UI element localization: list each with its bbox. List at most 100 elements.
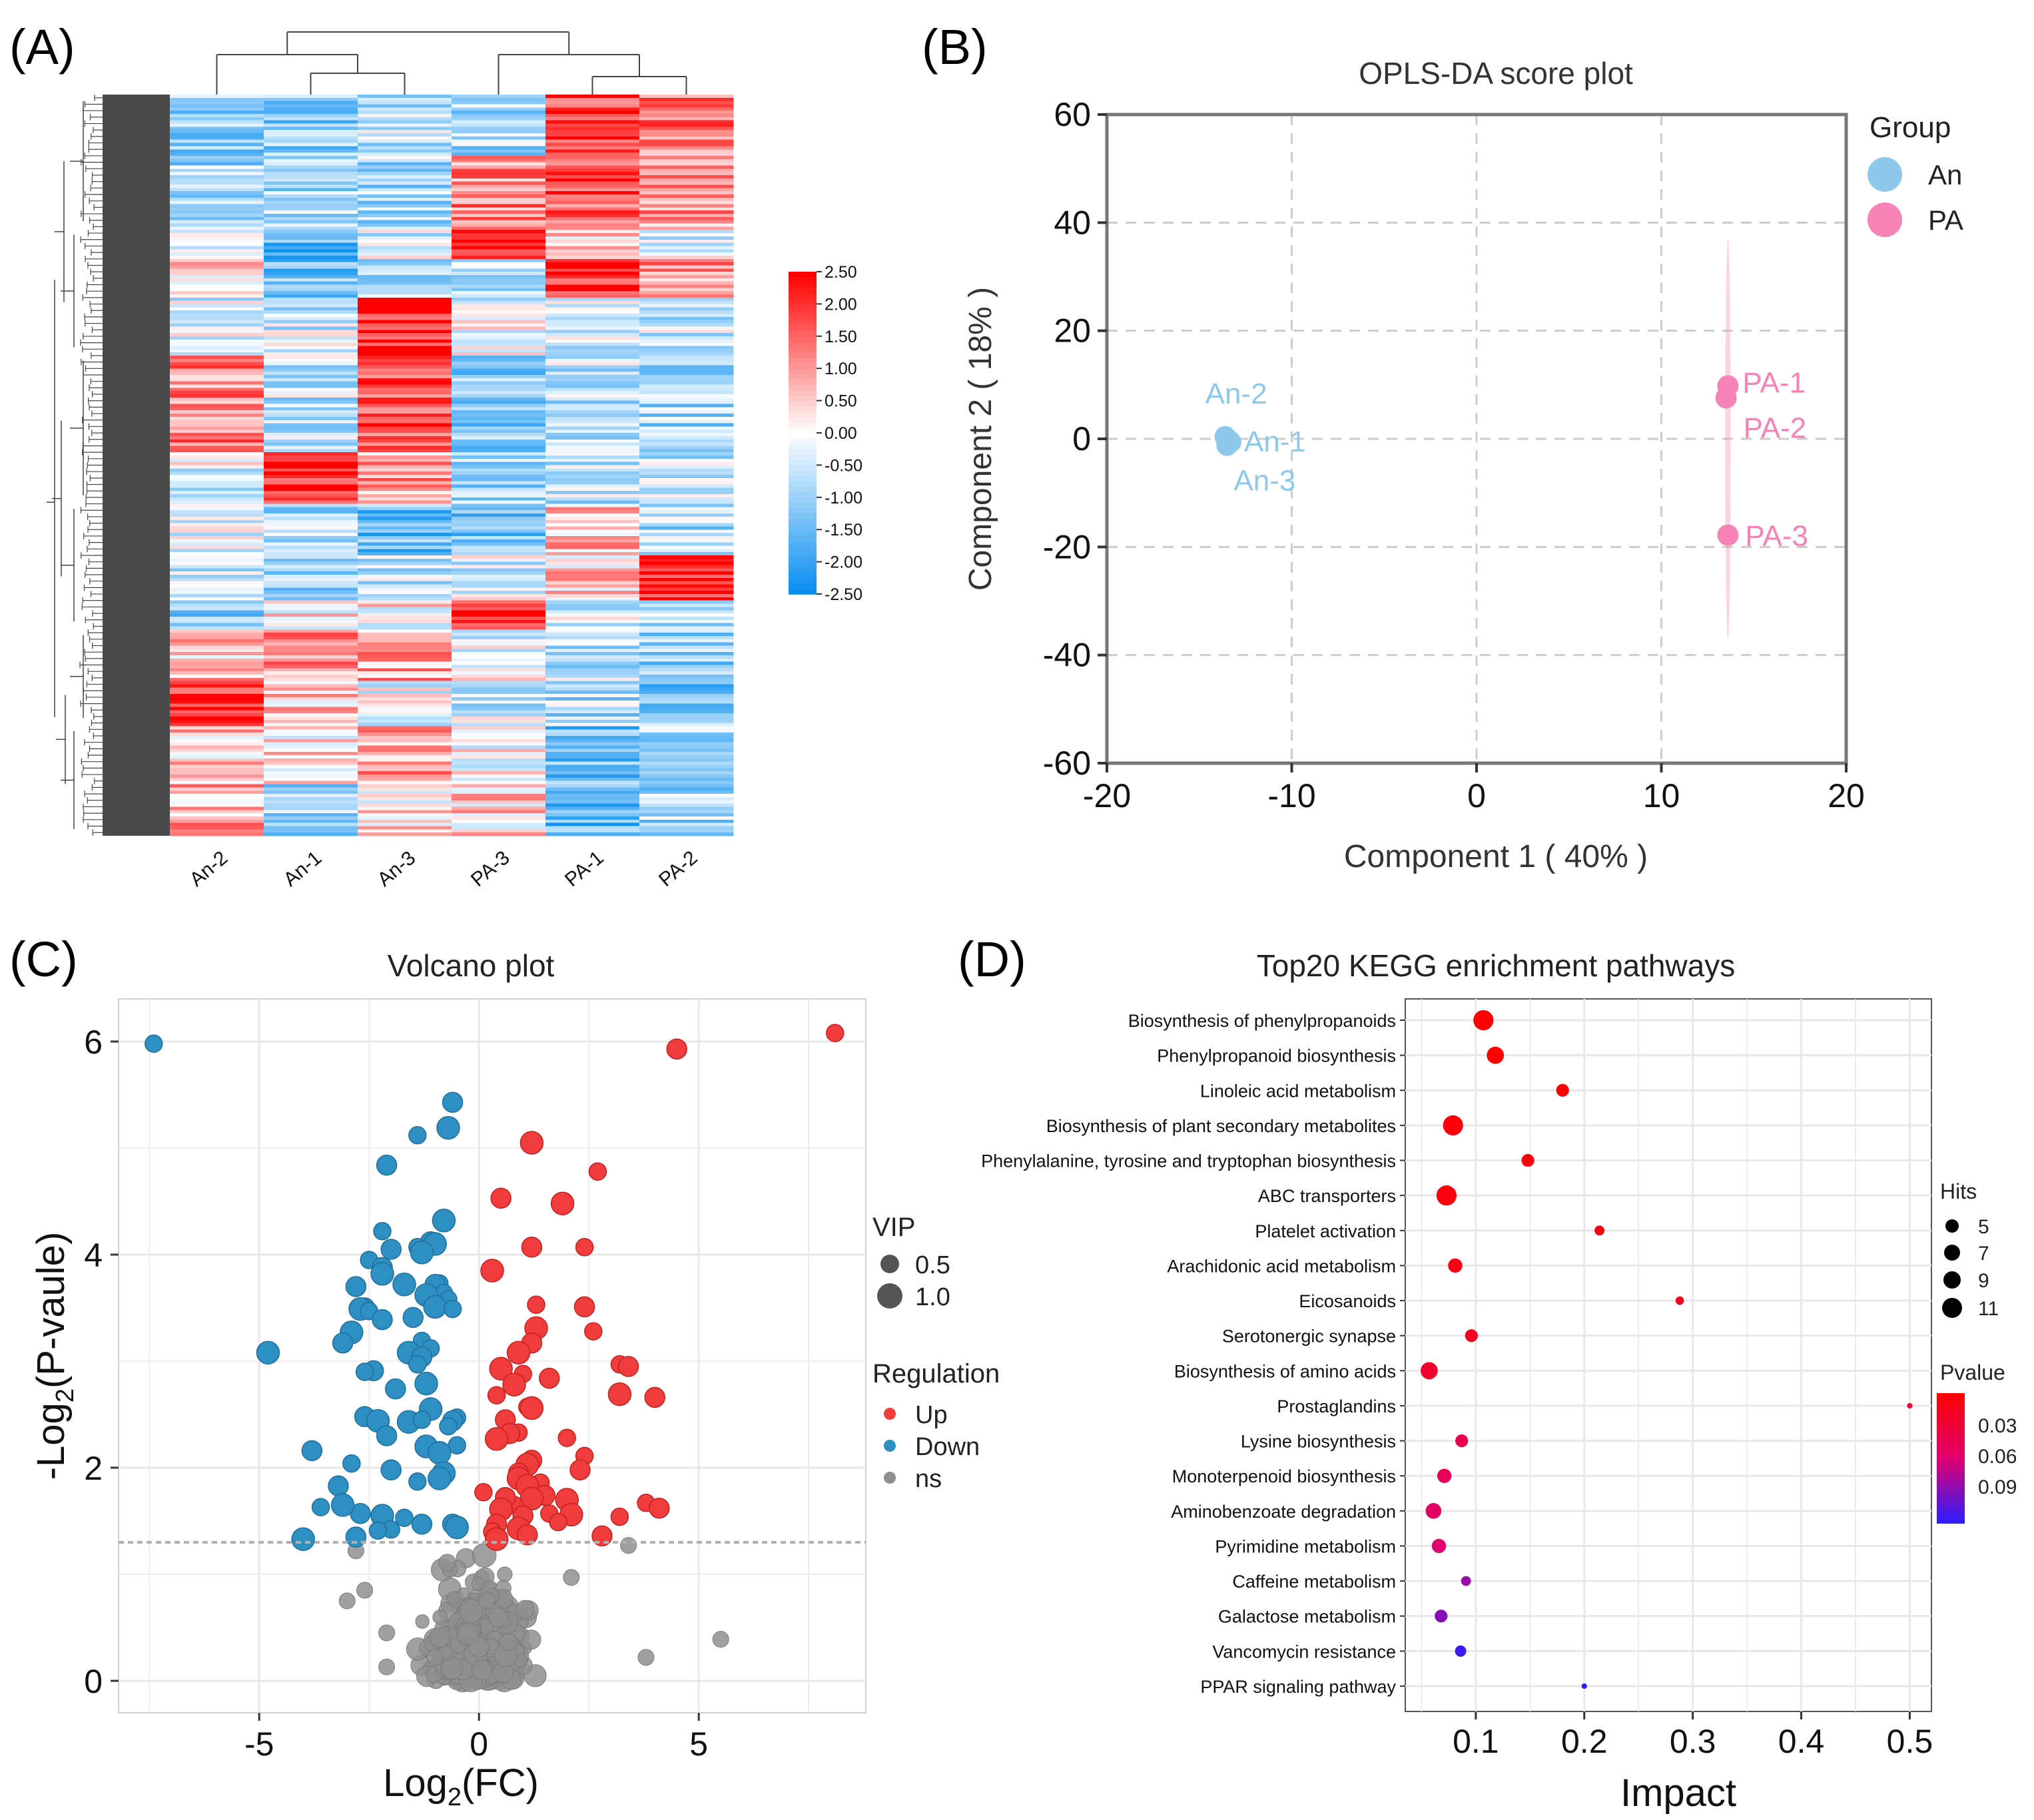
volcano-point-down (342, 1454, 361, 1473)
heatmap-cell (358, 220, 452, 224)
heatmap-row (170, 291, 734, 295)
kegg-point (1420, 1362, 1438, 1380)
heatmap-row (170, 391, 734, 395)
heatmap-cell (639, 739, 734, 743)
heatmap-cell (545, 652, 640, 656)
colorbar-segment (789, 551, 817, 557)
heatmap-cell (452, 584, 546, 588)
heatmap-row (170, 262, 734, 266)
heatmap-cell (358, 101, 452, 105)
heatmap-cell (452, 475, 546, 479)
heatmap-cell (358, 645, 452, 649)
heatmap-cell (545, 565, 640, 569)
heatmap-cell (452, 391, 546, 395)
heatmap-row (170, 155, 734, 160)
heatmap-row (170, 623, 734, 627)
kegg-pathway-label: Linoleic acid metabolism (1200, 1081, 1396, 1101)
heatmap-cell (545, 500, 640, 505)
heatmap-cell (545, 645, 640, 649)
heatmap-cell (358, 368, 452, 372)
heatmap-cell (264, 607, 358, 611)
heatmap-cell (452, 365, 546, 369)
heatmap-cell (170, 513, 264, 517)
heatmap-cell (170, 249, 264, 253)
heatmap-cell (639, 668, 734, 672)
heatmap-cell (639, 181, 734, 186)
heatmap-cell (545, 423, 640, 428)
heatmap-row (170, 97, 734, 102)
heatmap-cell (452, 594, 546, 598)
heatmap-row (170, 665, 734, 669)
heatmap-cell (358, 181, 452, 186)
heatmap-cell (545, 481, 640, 485)
heatmap-row (170, 552, 734, 556)
volcano-point-up (489, 1357, 513, 1380)
heatmap-cell (452, 591, 546, 595)
volcano-title: Volcano plot (388, 948, 555, 983)
heatmap-cell (170, 320, 264, 324)
heatmap-cell (545, 449, 640, 453)
heatmap-cell (452, 439, 546, 444)
heatmap-cell (639, 529, 734, 533)
heatmap-row (170, 829, 734, 833)
heatmap-cell (170, 255, 264, 260)
heatmap-row (170, 642, 734, 647)
heatmap-cell (639, 771, 734, 775)
heatmap-cell (452, 442, 546, 447)
heatmap-cell (639, 172, 734, 176)
heatmap-cell (170, 458, 264, 463)
heatmap-cell (545, 584, 640, 588)
colorbar-segment (789, 438, 817, 444)
heatmap-cell (545, 726, 640, 730)
heatmap-cell (545, 120, 640, 125)
heatmap-cell (639, 249, 734, 253)
heatmap-cell (170, 552, 264, 556)
heatmap-cell (170, 452, 264, 456)
heatmap-cell (358, 519, 452, 524)
heatmap-cell (358, 739, 452, 743)
heatmap-cell (358, 623, 452, 627)
opls-point-an-3 (1216, 434, 1238, 456)
volcano-y-tick-label: 4 (84, 1237, 103, 1274)
heatmap-cell (452, 101, 546, 105)
heatmap-cell (170, 523, 264, 527)
heatmap-cell (264, 258, 358, 263)
heatmap-row (170, 130, 734, 134)
heatmap-cell (545, 729, 640, 733)
colorbar-segment (789, 358, 817, 364)
heatmap-row (170, 143, 734, 147)
heatmap-row (170, 806, 734, 810)
heatmap-row (170, 446, 734, 450)
heatmap-cell (170, 719, 264, 724)
heatmap-cell (452, 123, 546, 127)
volcano-point-down (332, 1333, 354, 1354)
heatmap-cell (264, 349, 358, 353)
heatmap-cell (452, 471, 546, 475)
heatmap-cell (639, 468, 734, 472)
heatmap-cell (639, 407, 734, 411)
heatmap-cell (452, 533, 546, 537)
heatmap-cell (358, 294, 452, 298)
heatmap-cell (545, 407, 640, 411)
heatmap-cell (170, 826, 264, 830)
volcano-y-tick-label: 0 (84, 1663, 103, 1700)
heatmap-cell (452, 816, 546, 820)
heatmap-cell (545, 519, 640, 524)
heatmap-cell (170, 378, 264, 382)
opls-point-pa-2 (1715, 387, 1737, 409)
heatmap-cell (639, 127, 734, 131)
heatmap-cell (452, 735, 546, 740)
heatmap-cell (358, 471, 452, 475)
heatmap-cell (639, 471, 734, 475)
heatmap-cell (639, 568, 734, 572)
heatmap-cell (452, 832, 546, 836)
heatmap-cell (639, 764, 734, 768)
volcano-x-title-tail: (FC) (462, 1761, 539, 1805)
heatmap-cell (264, 710, 358, 714)
heatmap-cell (264, 165, 358, 169)
kegg-pathway-label: Eicosanoids (1299, 1291, 1396, 1311)
heatmap-cell (452, 149, 546, 153)
heatmap-cell (358, 114, 452, 118)
hits-legend-marker-9 (1943, 1271, 1961, 1289)
heatmap-row (170, 407, 734, 411)
